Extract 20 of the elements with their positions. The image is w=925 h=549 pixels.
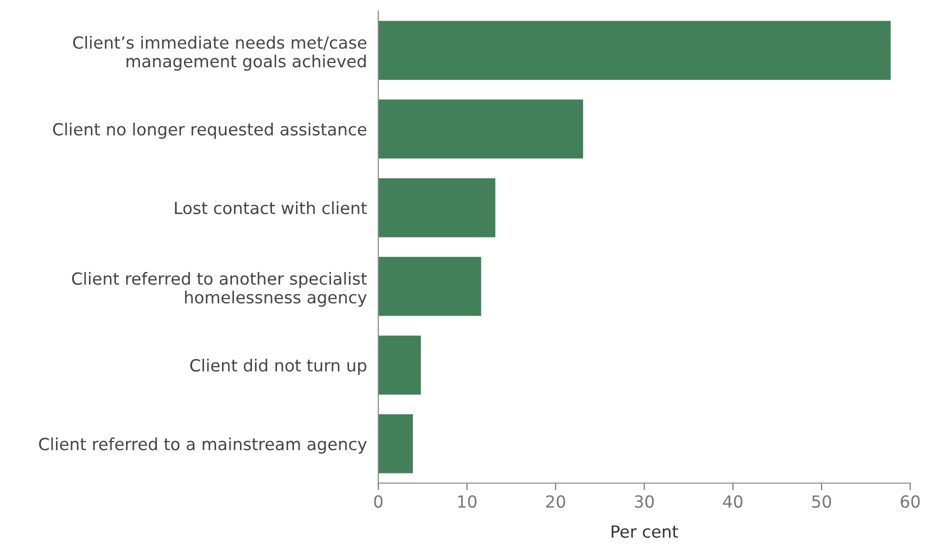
x-tick-label: 10 (458, 495, 476, 508)
y-tick-label: Client no longer requested assistance (53, 122, 366, 139)
bar (378, 256, 482, 316)
bar (378, 100, 584, 159)
y-tick-label: Client’s immediate needs met/case management goals achieved (73, 36, 366, 71)
bar (378, 178, 496, 238)
bar (378, 414, 413, 474)
y-tick-label: Lost contact with client (175, 201, 367, 214)
x-tick-label: 50 (812, 495, 832, 508)
x-tick-label: 30 (634, 495, 654, 508)
x-tick-label: 20 (546, 495, 566, 508)
y-tick-label: Client referred to another specialist homelessness agency (72, 272, 367, 307)
x-tick-label: 60 (900, 495, 920, 508)
bar (378, 20, 891, 80)
x-tick-label: 40 (723, 495, 742, 508)
x-tick-label: 0 (374, 495, 383, 508)
bar (378, 336, 421, 395)
y-tick-label: Client referred to a mainstream agency (39, 437, 367, 454)
y-tick-label: Client did not turn up (190, 358, 366, 375)
x-axis-title: Per cent (612, 525, 678, 538)
